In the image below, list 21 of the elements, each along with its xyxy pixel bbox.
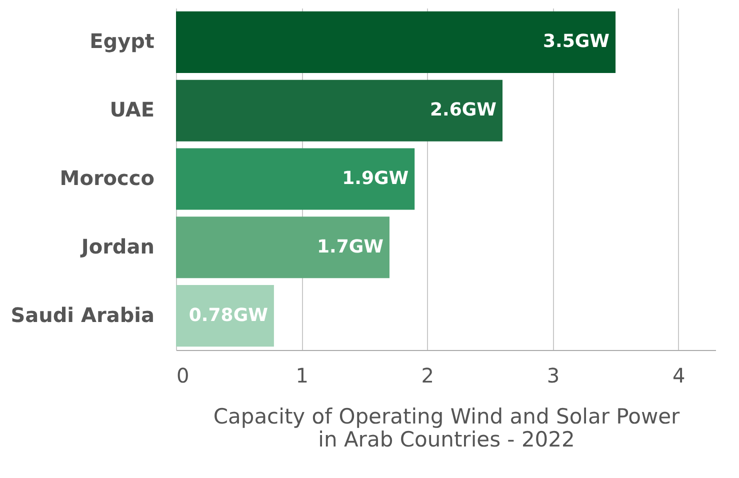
y-tick-label: Morocco [60, 166, 154, 190]
x-tick-label: 3 [546, 364, 560, 388]
x-axis-title: Capacity of Operating Wind and Solar Power in Arab Countries - 2022 [213, 404, 680, 452]
x-tick-label: 2 [421, 364, 434, 388]
bar [176, 216, 390, 278]
y-tick-label: Egypt [90, 29, 155, 54]
bar [176, 148, 415, 210]
x-tick-label: 1 [296, 364, 308, 388]
data-label: 0.78GW [188, 304, 268, 326]
x-tick-label: 0 [176, 364, 190, 388]
y-tick-label: Jordan [79, 234, 154, 258]
data-label: 2.6GW [430, 100, 497, 121]
x-tick-label: 4 [672, 364, 686, 388]
y-tick-label: Saudi Arabia [10, 302, 154, 327]
bar [176, 80, 503, 142]
data-label: 1.7GW [316, 236, 384, 258]
data-label: 1.9GW [342, 168, 409, 189]
bar [176, 11, 616, 73]
bar [176, 285, 274, 347]
y-tick-label: UAE [110, 98, 154, 122]
data-label: 3.5GW [543, 31, 610, 52]
